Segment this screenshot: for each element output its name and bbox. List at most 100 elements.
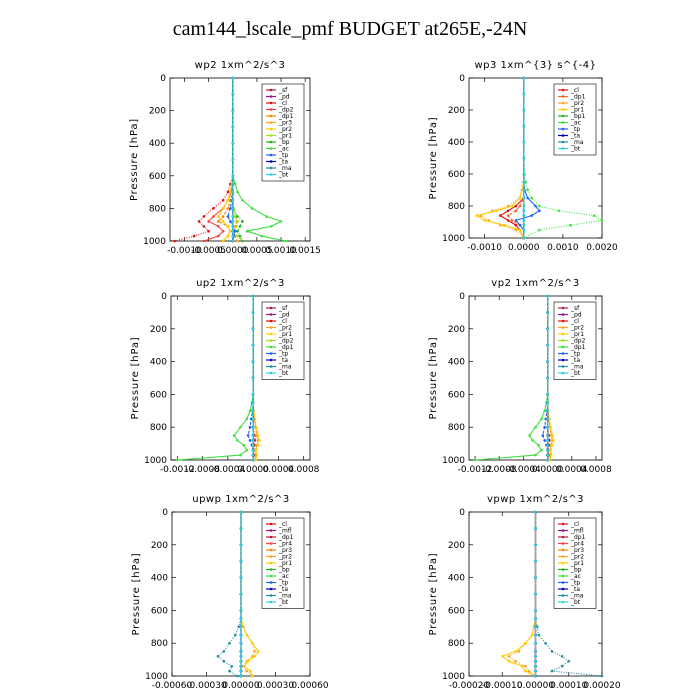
series-point	[548, 439, 551, 442]
legend-label: _ac	[570, 120, 581, 127]
legend-marker	[269, 326, 273, 329]
legend-marker	[269, 548, 273, 552]
legend-label: _ta	[570, 586, 580, 593]
x-tick-label: 0.00000	[222, 681, 259, 691]
series-point	[251, 294, 255, 298]
legend-label: _bt	[570, 370, 581, 377]
legend-marker	[561, 522, 565, 526]
series-point	[544, 641, 547, 645]
panel-1: wp2 1xm^2/s^3 Pressure [hPa] 0 200 400 600 800…	[129, 60, 321, 256]
legend-label: _ta	[570, 357, 580, 364]
series-point	[284, 239, 288, 243]
y-tick-label: 600	[448, 170, 465, 180]
figure-title: cam144_lscale_pmf BUDGET at265E,-24N	[172, 18, 528, 40]
series-point	[517, 650, 521, 653]
series-point	[534, 425, 537, 429]
legend-label: _ma	[570, 364, 584, 371]
series-point	[526, 196, 529, 200]
series-point	[251, 439, 255, 442]
series-point	[249, 417, 253, 421]
series-point	[231, 125, 235, 129]
y-axis-label: Pressure [hPa]	[130, 337, 141, 420]
legend-label: _tp	[570, 126, 580, 133]
y-tick-label: 600	[448, 390, 465, 400]
series-point	[241, 199, 244, 202]
series-point	[522, 124, 526, 128]
series-point	[230, 664, 234, 668]
legend-marker	[269, 319, 273, 323]
legend-label: _pr1	[278, 331, 292, 338]
series-point	[522, 180, 526, 184]
y-tick-label: 0	[160, 74, 166, 84]
plot-frame	[468, 77, 603, 239]
legend-marker	[269, 345, 273, 349]
legend-marker	[561, 365, 565, 368]
series-point	[540, 448, 543, 452]
legend-label: _mfl	[570, 528, 584, 535]
x-tick-label: 0.0015	[289, 246, 321, 256]
series-point	[514, 219, 518, 222]
series-point	[231, 215, 235, 218]
legend-label: _bp1	[570, 113, 586, 120]
series-point	[239, 510, 243, 514]
legend-marker	[269, 568, 273, 571]
legend-label: _cl	[278, 318, 287, 325]
legend-label: _dp2	[278, 107, 294, 114]
legend-label: _pr3	[278, 547, 292, 554]
series-point	[546, 417, 549, 421]
series-point	[475, 214, 479, 217]
series-point	[538, 209, 541, 213]
series-point	[221, 229, 225, 233]
legend-marker	[269, 101, 273, 105]
series-point	[251, 409, 255, 413]
series-point	[543, 439, 546, 442]
series-point	[546, 294, 549, 298]
x-tick-label: 0.0008	[580, 465, 612, 475]
series-point	[251, 458, 255, 462]
legend-marker	[561, 332, 565, 336]
y-tick-label: 0	[459, 74, 465, 84]
series-line-dp1	[507, 78, 525, 238]
legend-label: _dp1	[570, 534, 586, 541]
series-point	[242, 625, 245, 629]
series-point	[197, 220, 201, 223]
series-line-pr2	[507, 512, 537, 677]
legend-marker	[561, 121, 565, 124]
legend-marker	[561, 306, 565, 310]
series-point	[524, 664, 527, 668]
series-point	[527, 669, 531, 673]
series-point	[546, 360, 549, 363]
legend	[261, 83, 305, 182]
panel-title: wp3 1xm^{3} s^{-4}	[474, 60, 596, 71]
x-tick-label: 0.0005	[241, 246, 273, 256]
series-point	[207, 229, 210, 233]
plot-frame	[468, 295, 603, 461]
series-point	[522, 108, 526, 112]
legend-label: _pr1	[278, 133, 292, 140]
series-point	[534, 674, 537, 678]
legend-marker	[561, 548, 565, 552]
series-point	[518, 223, 522, 227]
legend-label: _dp2	[278, 338, 294, 345]
series-point	[251, 434, 255, 437]
series-point	[212, 207, 215, 210]
legend-marker	[269, 332, 273, 336]
panel-title: vp2 1xm^2/s^3	[491, 278, 579, 289]
plot-frame	[169, 77, 311, 242]
series-point	[216, 655, 220, 658]
series-point	[251, 393, 255, 396]
series-point	[229, 190, 232, 194]
y-tick-label: 800	[448, 202, 465, 212]
series-point	[522, 209, 526, 213]
series-point	[241, 239, 244, 243]
series-point	[257, 650, 260, 653]
series-point	[546, 448, 549, 452]
series-point	[248, 425, 252, 429]
legend-marker	[269, 127, 273, 131]
series-point	[236, 190, 239, 194]
series-point	[231, 190, 235, 194]
series-point	[221, 215, 225, 218]
series-point	[231, 229, 235, 233]
y-tick-label: 1000	[442, 234, 465, 244]
series-point	[520, 188, 524, 192]
